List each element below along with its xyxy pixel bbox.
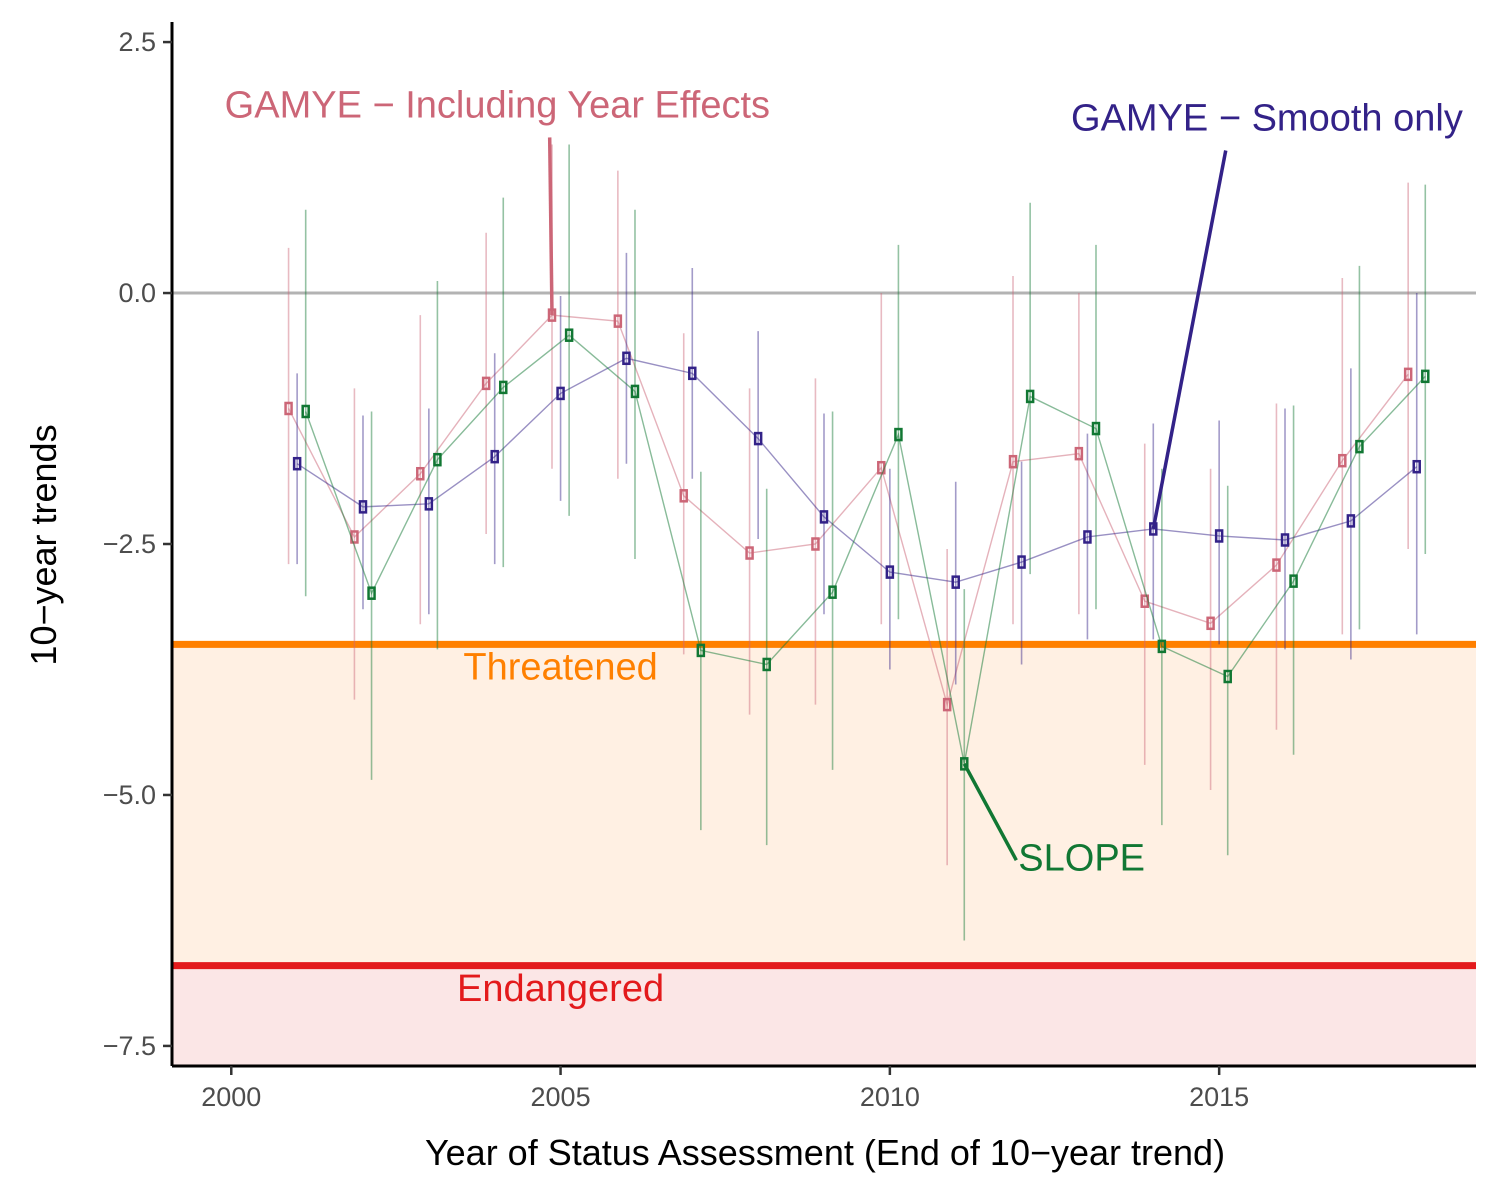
data-point: [1008, 454, 1018, 469]
data-point: [292, 456, 302, 471]
threshold-band-1: [172, 965, 1476, 1066]
data-point: [416, 466, 425, 481]
data-point: [1223, 669, 1232, 684]
annotation-label: GAMYE − Including Year Effects: [225, 84, 770, 126]
data-point: [679, 489, 688, 503]
data-point: [424, 497, 434, 511]
x-axis-title: Year of Status Assessment (End of 10−yea…: [425, 1132, 1225, 1173]
data-point: [1355, 439, 1364, 454]
y-tick-label: −2.5: [103, 529, 156, 559]
y-tick-label: 2.5: [118, 27, 156, 57]
x-tick-label: 2015: [1189, 1082, 1249, 1112]
series-1: [292, 252, 1421, 685]
data-point: [811, 537, 820, 551]
y-tick-label: −5.0: [103, 780, 156, 810]
data-point: [1206, 616, 1215, 631]
y-tick-label: 0.0: [118, 278, 156, 308]
data-point: [1157, 639, 1167, 654]
data-point: [1346, 514, 1356, 528]
series-layer: [284, 144, 1430, 941]
data-point: [556, 386, 565, 401]
series-line: [287, 314, 1409, 708]
annotation-layer: GAMYE − Including Year Effects GAMYE − Sm…: [225, 84, 1463, 1009]
threshold-band-0: [172, 644, 1476, 966]
data-point: [1403, 367, 1413, 382]
data-point: [433, 452, 442, 467]
data-point: [1289, 574, 1298, 588]
data-point: [828, 585, 837, 599]
data-point: [942, 697, 952, 712]
data-point: [613, 314, 623, 328]
data-point: [819, 510, 829, 524]
y-tick-label: −7.5: [103, 1031, 156, 1061]
x-tick-label: 2005: [531, 1082, 591, 1112]
data-point: [284, 401, 293, 416]
data-point: [499, 380, 508, 395]
data-point: [490, 449, 499, 464]
series-line: [305, 334, 1426, 764]
data-point: [367, 586, 376, 600]
annotation-label: Threatened: [463, 647, 657, 689]
annotation-label: GAMYE − Smooth only: [1071, 97, 1463, 139]
data-point: [301, 404, 310, 419]
x-tick-label: 2000: [201, 1082, 261, 1112]
y-axis-title: 10−year trends: [23, 424, 64, 665]
data-point: [1272, 558, 1281, 572]
data-point: [745, 546, 754, 560]
data-point: [1083, 530, 1092, 544]
data-point: [622, 351, 631, 366]
data-point: [753, 431, 763, 446]
data-point: [1017, 555, 1026, 569]
axes: 2.5 0.0 −2.5 −5.0 −7.5 2000 2005 2010 2015: [103, 22, 1476, 1112]
data-point: [481, 376, 491, 391]
data-point: [696, 643, 706, 658]
data-point: [564, 328, 574, 342]
data-point: [960, 757, 969, 771]
series-0: [284, 144, 1413, 866]
data-point: [1412, 459, 1421, 474]
annotation-label: SLOPE: [1018, 837, 1145, 879]
data-point: [630, 384, 640, 399]
data-point: [1421, 369, 1430, 384]
data-point: [1091, 421, 1101, 436]
data-point: [1214, 529, 1224, 543]
data-point: [762, 657, 771, 672]
data-point: [894, 427, 903, 442]
annotation-label: Endangered: [457, 968, 664, 1010]
series-2: [301, 144, 1430, 941]
data-point: [885, 565, 895, 579]
annotation-pointer: [962, 763, 1018, 862]
series-line: [296, 357, 1418, 583]
data-point: [1280, 533, 1290, 547]
data-point: [1074, 446, 1084, 461]
data-point: [688, 366, 697, 381]
data-point: [1338, 453, 1347, 468]
data-point: [951, 575, 960, 589]
data-point: [1025, 389, 1035, 404]
data-point: [358, 500, 368, 514]
x-tick-label: 2010: [860, 1082, 920, 1112]
annotation-pointer: [547, 137, 554, 316]
annotation-pointer: [1151, 150, 1228, 530]
threshold-bands: [172, 640, 1476, 1066]
